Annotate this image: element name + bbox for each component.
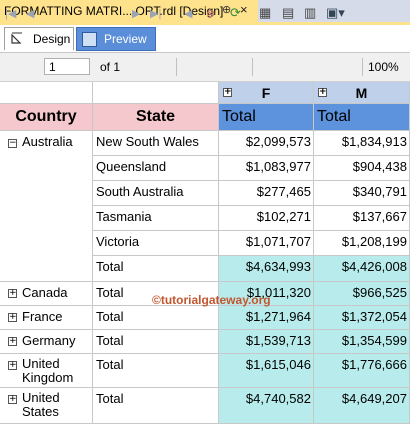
country-cell: − Australia bbox=[0, 131, 93, 282]
document-tab-title[interactable]: FORMATTING MATRI....ORT.rdl [Design] bbox=[4, 4, 224, 18]
country-cell: + United Kingdom bbox=[0, 354, 93, 388]
document-tab[interactable] bbox=[0, 0, 258, 22]
value-cell: $904,438 bbox=[314, 156, 410, 181]
value-cell: $277,465 bbox=[219, 181, 314, 206]
toolbar-separator bbox=[362, 58, 363, 76]
corner-cell bbox=[93, 82, 219, 104]
total-value-cell: $4,426,008 bbox=[314, 256, 410, 282]
close-icon[interactable]: × bbox=[240, 2, 248, 17]
total-value-cell: $1,271,964 bbox=[219, 306, 314, 330]
state-total-cell: Total bbox=[93, 306, 219, 330]
state-total-cell: Total bbox=[93, 354, 219, 388]
total-value-cell: $1,372,054 bbox=[314, 306, 410, 330]
state-total-cell: Total bbox=[93, 282, 219, 306]
expand-icon[interactable]: + bbox=[223, 87, 232, 97]
print-layout-icon[interactable]: ▤ bbox=[282, 5, 295, 20]
collapse-icon[interactable]: − bbox=[8, 138, 17, 148]
tab-preview-label: Preview bbox=[104, 32, 147, 46]
state-cell: Queensland bbox=[93, 156, 219, 181]
toolbar-separator bbox=[176, 58, 177, 76]
tab-preview[interactable]: Preview bbox=[76, 27, 156, 51]
total-value-cell: $1,615,046 bbox=[219, 354, 314, 388]
last-page-icon[interactable]: ▶| bbox=[150, 8, 162, 20]
total-value-cell: $1,354,599 bbox=[314, 330, 410, 354]
value-cell: $102,271 bbox=[219, 206, 314, 231]
pin-icon[interactable]: ⊕ bbox=[222, 4, 232, 16]
total-header-m: Total bbox=[314, 104, 410, 131]
country-cell: + Germany bbox=[0, 330, 93, 354]
page-setup-icon[interactable]: ▥ bbox=[304, 5, 317, 20]
page-number-input[interactable]: 1 bbox=[44, 58, 90, 75]
total-value-cell: $1,539,713 bbox=[219, 330, 314, 354]
value-cell: $1,071,707 bbox=[219, 231, 314, 256]
gender-header-label: M bbox=[355, 85, 368, 101]
gender-header-label: F bbox=[261, 85, 271, 101]
country-label: United States bbox=[22, 390, 60, 419]
total-value-cell: $1,011,320 bbox=[219, 282, 314, 306]
preview-icon bbox=[82, 32, 97, 47]
tab-underline bbox=[0, 22, 410, 25]
gender-header-f: + F bbox=[219, 82, 314, 104]
country-label: France bbox=[22, 309, 63, 324]
toolbar-separator bbox=[252, 58, 253, 76]
value-cell: $1,083,977 bbox=[219, 156, 314, 181]
value-cell: $1,208,199 bbox=[314, 231, 410, 256]
expand-icon[interactable]: + bbox=[8, 394, 17, 404]
total-value-cell: $966,525 bbox=[314, 282, 410, 306]
value-cell: $340,791 bbox=[314, 181, 410, 206]
zoom-select[interactable]: 100% bbox=[368, 60, 399, 74]
total-value-cell: $4,740,582 bbox=[219, 388, 314, 424]
stop-icon[interactable]: ⊗ bbox=[206, 8, 216, 20]
value-cell: $137,667 bbox=[314, 206, 410, 231]
total-value-cell: $1,776,666 bbox=[314, 354, 410, 388]
tab-design[interactable]: Design bbox=[4, 27, 74, 50]
expand-icon[interactable]: + bbox=[8, 336, 17, 346]
page-count-label: of 1 bbox=[100, 60, 121, 74]
country-label: Australia bbox=[22, 134, 73, 149]
state-cell: New South Wales bbox=[93, 131, 219, 156]
country-header: Country bbox=[0, 104, 93, 131]
expand-icon[interactable]: + bbox=[8, 288, 17, 298]
previous-page-icon[interactable]: ◀ bbox=[26, 8, 35, 20]
expand-icon[interactable]: + bbox=[8, 360, 17, 370]
refresh-icon[interactable]: ⟳ bbox=[230, 5, 241, 20]
expand-icon[interactable]: + bbox=[318, 87, 327, 97]
state-total-cell: Total bbox=[93, 256, 219, 282]
total-value-cell: $4,634,993 bbox=[219, 256, 314, 282]
state-header: State bbox=[93, 104, 219, 131]
country-label: United Kingdom bbox=[22, 356, 74, 385]
state-total-cell: Total bbox=[93, 388, 219, 424]
country-label: Canada bbox=[22, 285, 68, 300]
state-total-cell: Total bbox=[93, 330, 219, 354]
watermark: ©tutorialgateway.org bbox=[152, 293, 271, 307]
value-cell: $2,099,573 bbox=[219, 131, 314, 156]
state-cell: South Australia bbox=[93, 181, 219, 206]
print-icon[interactable]: ▦ bbox=[259, 5, 272, 20]
total-header-f: Total bbox=[219, 104, 314, 131]
country-cell: + France bbox=[0, 306, 93, 330]
value-cell: $1,834,913 bbox=[314, 131, 410, 156]
back-icon[interactable]: ◀ bbox=[184, 8, 193, 20]
tab-design-label: Design bbox=[33, 32, 71, 46]
design-icon bbox=[11, 32, 22, 44]
country-cell: + Canada bbox=[0, 282, 93, 306]
country-label: Germany bbox=[22, 333, 76, 348]
expand-icon[interactable]: + bbox=[8, 312, 17, 322]
state-cell: Victoria bbox=[93, 231, 219, 256]
country-cell: + United States bbox=[0, 388, 93, 424]
gender-header-m: + M bbox=[314, 82, 410, 104]
state-cell: Tasmania bbox=[93, 206, 219, 231]
total-value-cell: $4,649,207 bbox=[314, 388, 410, 424]
next-page-icon[interactable]: ▶ bbox=[132, 8, 141, 20]
corner-cell bbox=[0, 82, 93, 104]
first-page-icon[interactable]: |◀ bbox=[5, 8, 17, 20]
export-icon[interactable]: ▣▾ bbox=[326, 5, 345, 20]
